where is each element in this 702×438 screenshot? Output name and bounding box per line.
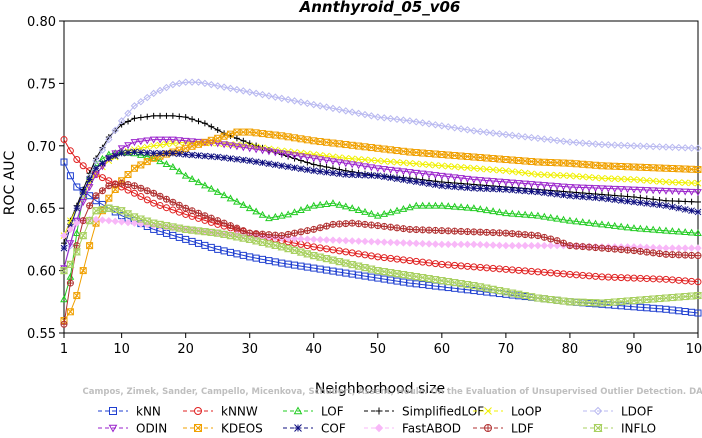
x-tick-label: 50 [370, 342, 387, 357]
y-tick-label: 0.55 [27, 327, 56, 342]
series-line [63, 139, 699, 269]
x-tick-label: 90 [626, 342, 643, 357]
series-markers [60, 179, 702, 328]
legend-item-ldf: LDF [473, 422, 534, 436]
series-lof [60, 148, 702, 303]
legend-item-kdeos: KDEOS [183, 422, 263, 436]
x-tick-label: 10 [113, 342, 130, 357]
y-tick-label: 0.70 [27, 140, 56, 155]
y-axis: 0.55 0.60 0.65 0.70 0.75 0.80 [27, 15, 64, 342]
series-markers [59, 204, 702, 307]
series-odin [60, 136, 702, 273]
x-tick-label: 30 [241, 342, 258, 357]
series-inflo [59, 204, 702, 307]
x-axis: 1 10 20 30 40 50 60 70 80 90 100 [60, 333, 702, 357]
legend-item-knnw: kNNW [183, 405, 258, 419]
legend-label: kNN [136, 405, 161, 419]
series-ldof [60, 78, 702, 272]
y-tick-label: 0.80 [27, 15, 56, 30]
x-tick-label: 100 [686, 342, 702, 357]
chart-title: Annthyroid_05_v06 [299, 0, 461, 16]
legend-item-inflo: INFLO [583, 422, 656, 436]
legend-label: INFLO [621, 422, 656, 435]
plot-border [63, 20, 699, 334]
watermark: Campos, Zimek, Sander, Campello, Micenko… [83, 387, 702, 397]
series-markers [60, 158, 702, 317]
series-layer [59, 78, 702, 328]
x-tick-label: 1 [60, 342, 68, 357]
x-tick-label: 70 [498, 342, 515, 357]
legend-item-ldof: LDOF [583, 405, 653, 419]
series-line [63, 161, 699, 314]
legend-label: LDOF [621, 405, 653, 419]
legend-label: ODIN [136, 422, 167, 435]
series-cof [60, 148, 702, 252]
legend-label: SimplifiedLOF [402, 405, 484, 419]
y-axis-label: ROC AUC [2, 150, 18, 215]
legend-item-lof: LOF [283, 405, 344, 419]
legend-item-cof: COF [283, 422, 346, 436]
series-line [63, 151, 699, 300]
series-markers [60, 148, 702, 303]
legend-label: FastABOD [402, 422, 461, 435]
legend-label: LoOP [511, 405, 542, 419]
legend-item-knn: kNN [98, 405, 161, 419]
legend-label: LOF [321, 405, 344, 419]
legend-item-fastabod: FastABOD [364, 422, 461, 436]
series-markers [60, 128, 702, 325]
x-tick-label: 20 [177, 342, 194, 357]
x-tick-label: 80 [562, 342, 579, 357]
series-knn [60, 158, 702, 317]
legend-item-odin: ODIN [98, 422, 167, 436]
series-line [63, 151, 699, 249]
legend-item-loop: LoOP [473, 405, 542, 419]
series-markers [60, 136, 702, 273]
legend-label: KDEOS [221, 422, 263, 435]
series-ldf [60, 179, 702, 328]
x-axis-label: Neighborhood size [315, 381, 445, 397]
legend-item-simplifiedlof: SimplifiedLOF [364, 405, 484, 419]
series-line [63, 81, 699, 269]
y-tick-label: 0.60 [27, 265, 56, 280]
y-tick-label: 0.75 [27, 77, 56, 92]
series-markers [60, 148, 702, 252]
x-tick-label: 60 [434, 342, 451, 357]
y-tick-label: 0.65 [27, 202, 56, 217]
series-markers [60, 78, 702, 272]
legend-label: LDF [511, 422, 534, 435]
plot-frame [63, 20, 699, 334]
series-line [63, 141, 699, 236]
x-tick-label: 40 [305, 342, 322, 357]
legend-label: COF [321, 422, 346, 435]
legend-label: kNNW [221, 405, 258, 419]
legend: kNN kNNW LOF SimplifiedLOF LoOP LDOF ODIN KDEOS… [98, 405, 656, 436]
